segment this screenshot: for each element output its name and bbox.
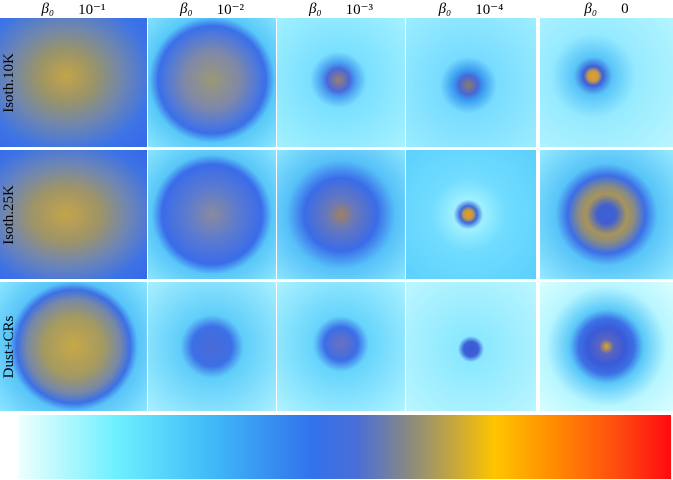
symbol: β₀: [584, 0, 598, 17]
panel: [277, 282, 405, 411]
panel: [540, 282, 673, 411]
panel: [0, 150, 147, 279]
column-header: β₀ 0: [540, 0, 673, 18]
row-label: Dust+CRs: [1, 315, 17, 379]
symbol: β₀: [41, 0, 55, 17]
symbol: β₀: [308, 0, 322, 17]
panel: [148, 150, 276, 279]
column-header: β₀ 10⁻⁴: [406, 0, 536, 18]
row-label: Isoth.10K: [1, 53, 17, 113]
panel: [148, 18, 276, 147]
panel: [406, 150, 536, 279]
panel: [540, 18, 673, 147]
value: 10⁻⁴: [475, 1, 504, 18]
value: 10⁻¹: [78, 1, 106, 18]
panel: [148, 282, 276, 411]
panel: [406, 18, 536, 147]
panel: [540, 150, 673, 279]
panel: [277, 150, 405, 279]
column-header: β₀ 10⁻³: [277, 0, 405, 18]
panel: [406, 282, 536, 411]
panel: [0, 282, 147, 411]
colorbar: [18, 415, 671, 479]
value: 0: [621, 0, 629, 17]
panel: [277, 18, 405, 147]
symbol: β₀: [438, 0, 452, 17]
value: 10⁻²: [216, 1, 245, 18]
column-header: β₀ 10⁻¹: [0, 0, 147, 18]
panel: [0, 18, 147, 147]
symbol: β₀: [179, 0, 193, 17]
value: 10⁻³: [345, 1, 374, 18]
column-header: β₀ 10⁻²: [148, 0, 276, 18]
row-label: Isoth.25K: [1, 185, 17, 245]
